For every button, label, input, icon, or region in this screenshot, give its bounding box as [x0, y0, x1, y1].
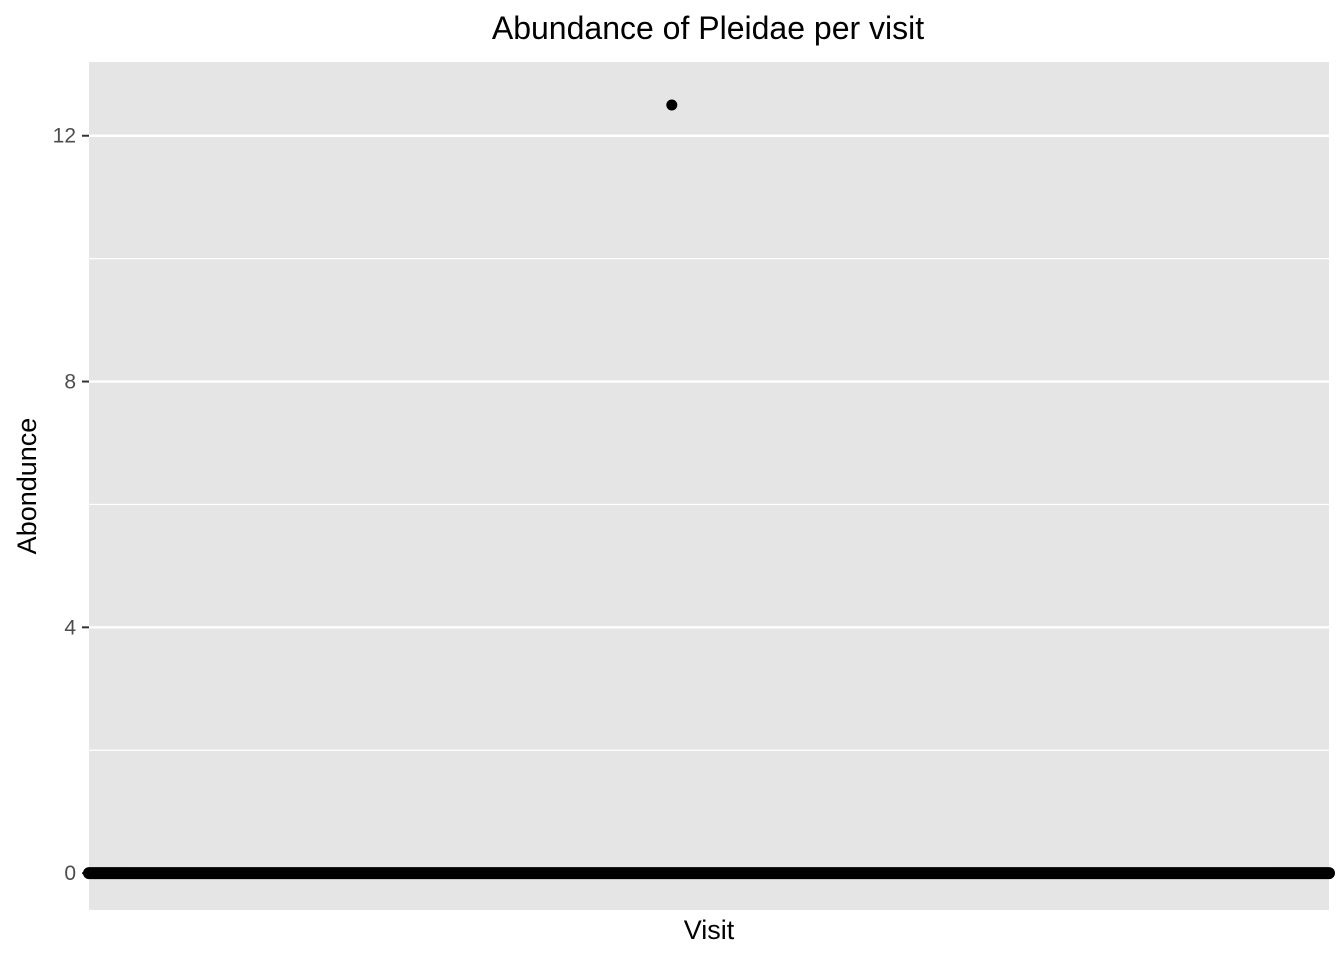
y-tick-label: 4 [64, 616, 76, 639]
y-tick-label: 12 [53, 125, 76, 148]
chart-title: Abundance of Pleidae per visit [492, 10, 924, 46]
data-point-outlier [666, 99, 678, 111]
data-marks [83, 99, 1335, 880]
y-tick-label: 8 [64, 371, 76, 394]
y-axis-ticks [82, 134, 89, 875]
plot-panel [89, 62, 1329, 910]
grid-minor [89, 258, 1329, 751]
y-tick-label: 0 [64, 862, 76, 885]
y-axis-label: Abondunce [12, 418, 42, 555]
y-axis-tick-labels: 0 4 8 12 [53, 125, 77, 885]
x-axis-label: Visit [684, 915, 735, 945]
